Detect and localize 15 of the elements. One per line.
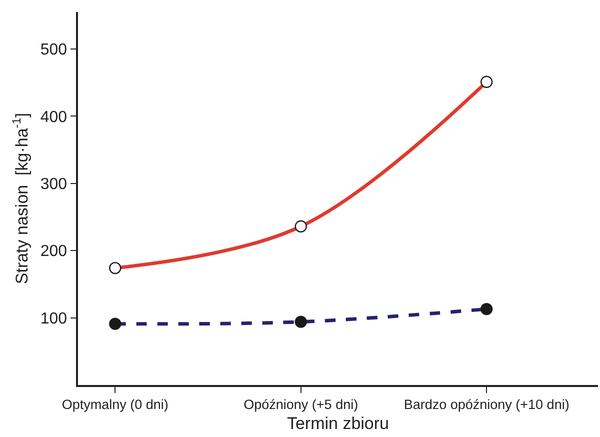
point	[109, 262, 122, 274]
y-tick-label: 200	[40, 243, 68, 260]
point	[109, 318, 122, 330]
y-tick-label: 400	[40, 108, 68, 126]
x-tick-label: Opóźniony (+5 dni)	[244, 396, 358, 412]
x-axis-title: Termin zbioru	[286, 414, 390, 433]
y-tick-label: 300	[40, 176, 68, 193]
point	[480, 76, 493, 88]
x-tick-label: Bardzo opóźniony (+10 dni)	[404, 396, 570, 412]
y-tick-label: 500	[40, 42, 68, 59]
point	[294, 220, 307, 232]
x-tick-label: Optymalny (0 dni)	[62, 396, 168, 412]
point	[480, 302, 493, 316]
point	[294, 316, 307, 328]
y-tick-label: 100	[40, 310, 68, 328]
